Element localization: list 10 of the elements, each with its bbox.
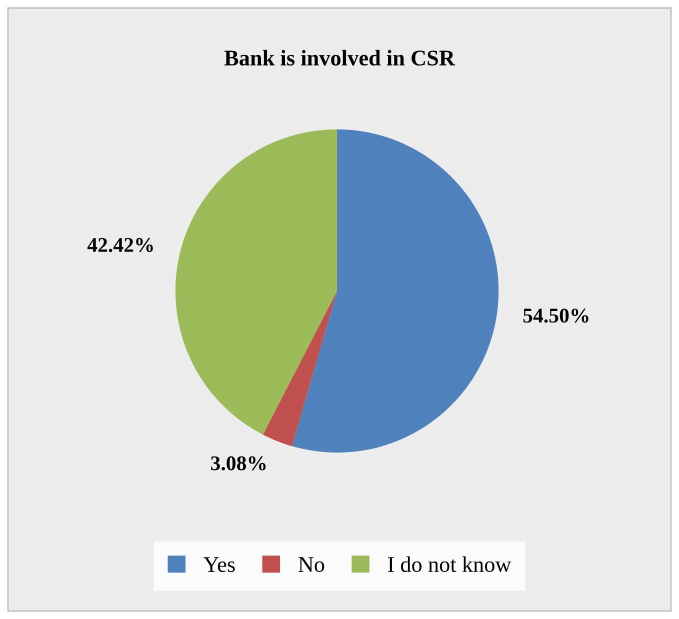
- data-label: 3.08%: [211, 456, 266, 470]
- data-label: 42.42%: [87, 238, 153, 252]
- legend-label: No: [298, 557, 324, 572]
- pie-slice: [262, 291, 337, 446]
- pie-slice: [175, 129, 337, 435]
- data-label: 54.50%: [523, 308, 588, 323]
- pie-slice: [292, 129, 499, 453]
- legend-label: Yes: [204, 557, 235, 572]
- legend-label: I do not know: [388, 556, 512, 572]
- chart-title: Bank is involved in CSR: [224, 50, 456, 66]
